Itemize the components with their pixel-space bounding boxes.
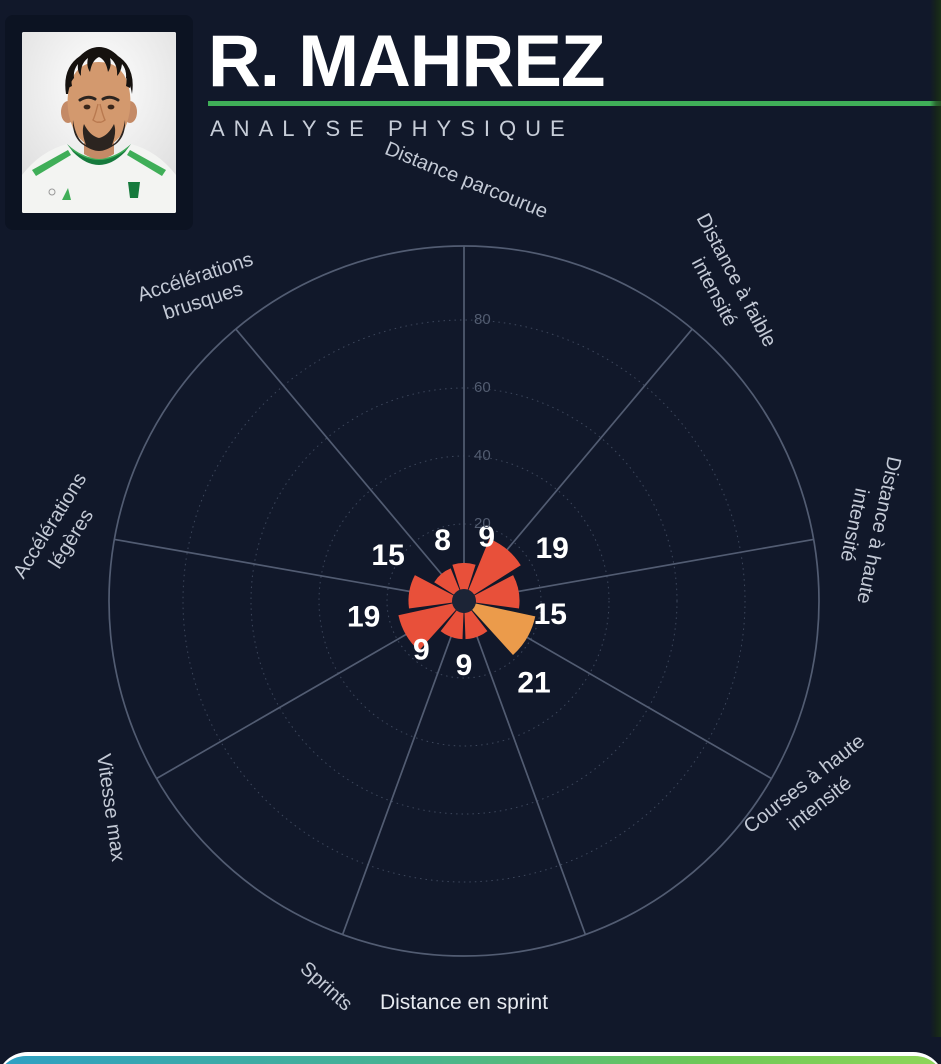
svg-text:Sprints: Sprints: [296, 958, 357, 1016]
svg-text:15: 15: [534, 598, 567, 631]
svg-text:Distance à hauteintensité: Distance à hauteintensité: [828, 449, 905, 606]
svg-text:Accélérationslégères: Accélérationslégères: [9, 469, 112, 596]
svg-text:8: 8: [434, 524, 451, 557]
svg-text:21: 21: [517, 666, 550, 699]
svg-text:20: 20: [474, 515, 491, 532]
svg-text:Distance en sprint: Distance en sprint: [380, 991, 548, 1014]
svg-text:Accélérationsbrusques: Accélérationsbrusques: [135, 248, 264, 330]
svg-text:Vitesse max: Vitesse max: [92, 752, 129, 863]
svg-text:Distance à faibleintensité: Distance à faibleintensité: [670, 210, 781, 363]
svg-text:9: 9: [456, 649, 473, 682]
svg-text:40: 40: [474, 447, 491, 464]
svg-text:60: 60: [474, 379, 491, 396]
svg-text:Distance parcourue: Distance parcourue: [382, 138, 551, 223]
svg-text:9: 9: [413, 634, 430, 667]
svg-text:19: 19: [347, 601, 380, 634]
svg-text:15: 15: [371, 539, 404, 572]
svg-text:19: 19: [536, 532, 569, 565]
svg-text:80: 80: [474, 311, 491, 328]
